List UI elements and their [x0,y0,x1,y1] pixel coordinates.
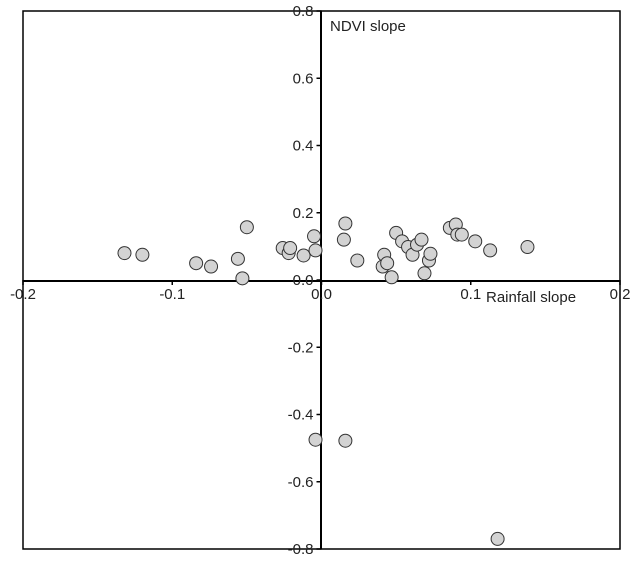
data-point [338,433,353,448]
y-tick-label: -0.8 [288,541,314,558]
y-tick-label: -0.4 [288,407,314,424]
data-point [338,216,353,231]
y-tick-label: 0.4 [293,138,314,155]
y-tick-label: 0.0 [293,272,314,289]
data-point [235,271,250,286]
y-tick-label: -0.6 [288,474,314,491]
data-point [308,432,323,447]
data-point [307,229,322,244]
x-axis-label: Rainfall slope [486,289,576,306]
data-point [417,266,432,281]
data-point [204,259,219,274]
y-axis-label: NDVI slope [330,18,406,35]
y-tick-label: 0.6 [293,70,314,87]
y-tick-label: 0.2 [293,205,314,222]
data-point [336,232,351,247]
data-point [490,531,505,546]
data-point [239,220,254,235]
data-point [296,248,311,263]
data-point [483,243,498,258]
data-point [230,251,245,266]
x-tick-label: 0.1 [460,286,481,303]
data-point [423,246,438,261]
y-ticks: 0.8 0.6 0.4 0.2 0.0 -0.2 -0.4 -0.6 -0.8 [288,3,322,558]
x-tick-label: -0.2 [10,286,36,303]
data-point [135,247,150,262]
x-tick-label: -0.1 [159,286,185,303]
data-point [380,256,395,271]
data-points [117,216,535,546]
data-point [283,241,298,256]
data-point [520,240,535,255]
data-point [384,270,399,285]
x-tick-label: 0.2 [610,286,631,303]
y-tick-label: 0.8 [293,3,314,20]
data-point [189,256,204,271]
y-tick-label: -0.2 [288,339,314,356]
data-point [350,253,365,268]
x-tick-label: 0.0 [311,286,332,303]
x-ticks: -0.2 -0.1 0.0 0.1 0.2 [10,280,630,303]
data-point [117,246,132,261]
data-point [414,232,429,247]
data-point [468,234,483,249]
data-point [308,243,323,258]
data-point [454,227,469,242]
